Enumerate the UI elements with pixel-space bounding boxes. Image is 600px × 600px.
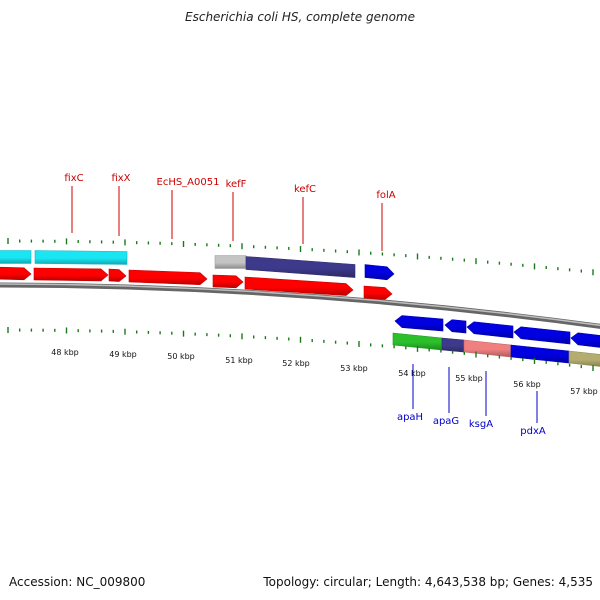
cds-arrow-5 — [212, 274, 244, 289]
scale-label: 50 kbp — [167, 352, 195, 361]
cds-arrow-7 — [363, 285, 393, 300]
gene-label[interactable]: ksgA — [469, 419, 493, 430]
tick-track-top — [7, 238, 594, 276]
gene-labels: fixC fixX EcHS_A0051 kefF kefC folA apaH apaG ks… — [64, 173, 545, 437]
genome-backbone — [0, 282, 600, 329]
scale-label: 54 kbp — [398, 369, 426, 378]
gene-label[interactable]: pdxA — [520, 426, 546, 437]
cds-reverse-arrow-2 — [444, 319, 467, 334]
topology-label: Topology: circular; Length: 4,643,538 bp… — [263, 575, 593, 589]
scale-label: 51 kbp — [225, 356, 253, 365]
cds-arrow-1 — [0, 266, 32, 281]
cds-reverse-arrow-4 — [513, 326, 571, 345]
feature-box-grey — [214, 255, 247, 269]
feature-box-cyan-2 — [34, 250, 128, 265]
gene-label[interactable]: folA — [376, 190, 395, 201]
scale-label: 49 kbp — [109, 350, 137, 359]
cds-arrow-2 — [33, 267, 109, 282]
genome-backbone-highlight — [0, 283, 600, 327]
scale-label: 56 kbp — [513, 380, 541, 389]
scale-label: 53 kbp — [340, 364, 368, 373]
cds-reverse-arrow-3 — [466, 321, 514, 339]
scale-label: 57 kbp — [570, 387, 598, 396]
feature-track — [0, 250, 600, 367]
gene-label[interactable]: kefF — [226, 179, 247, 190]
scale-labels: 48 kbp 49 kbp 50 kbp 51 kbp 52 kbp 53 kbp 54 k… — [51, 348, 598, 396]
feature-box-purple-2 — [441, 337, 465, 353]
feature-box-purple — [245, 256, 356, 278]
cds-reverse-arrow-1 — [394, 315, 444, 332]
gene-label[interactable]: fixX — [111, 173, 130, 184]
feature-box-khaki — [568, 350, 600, 367]
cds-arrow-6 — [244, 276, 354, 296]
cds-reverse-arrow-5 — [570, 332, 600, 348]
gene-label[interactable]: apaH — [397, 412, 423, 423]
scale-label: 52 kbp — [282, 359, 310, 368]
feature-box-cyan-1 — [0, 250, 32, 264]
scale-label: 55 kbp — [455, 374, 483, 383]
map-title: Escherichia coli HS, complete genome — [185, 10, 415, 24]
gene-label[interactable]: fixC — [64, 173, 83, 184]
tick-track-bottom — [7, 327, 594, 372]
gene-label[interactable]: EcHS_A0051 — [157, 177, 220, 188]
gene-label[interactable]: kefC — [294, 184, 316, 195]
feature-box-blue — [364, 264, 395, 281]
cds-arrow-4 — [128, 269, 208, 286]
feature-box-blue-2 — [510, 344, 570, 364]
cds-arrow-3 — [108, 268, 127, 282]
accession-label: Accession: NC_009800 — [9, 575, 146, 589]
scale-label: 48 kbp — [51, 348, 79, 357]
gene-label[interactable]: apaG — [433, 416, 459, 427]
